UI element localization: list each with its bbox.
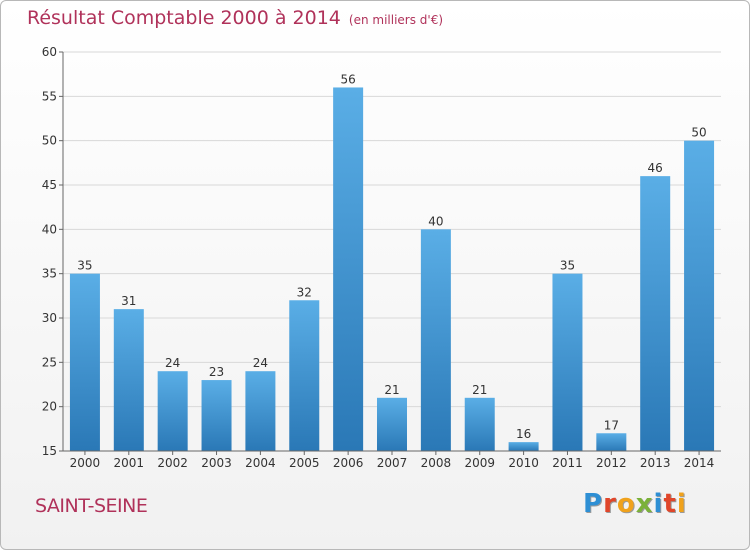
y-tick-label: 20 xyxy=(42,400,57,414)
y-tick-label: 15 xyxy=(42,444,57,458)
bar-2002 xyxy=(157,371,188,451)
chart-title: Résultat Comptable 2000 à 2014 (en millie… xyxy=(27,7,443,29)
bar-2008 xyxy=(420,229,451,451)
data-label-2011: 35 xyxy=(560,259,575,273)
proxiti-logo[interactable]: Proxiti xyxy=(583,489,687,519)
x-tick-label: 2006 xyxy=(333,456,364,470)
y-tick-label: 45 xyxy=(42,178,57,192)
y-tick-label: 40 xyxy=(42,222,57,236)
data-label-2012: 17 xyxy=(604,418,619,432)
bar-2003 xyxy=(201,380,232,451)
y-tick-label: 30 xyxy=(42,311,57,325)
data-label-2013: 46 xyxy=(648,161,663,175)
x-tick-label: 2009 xyxy=(464,456,495,470)
chart-unit: (en milliers d'€) xyxy=(348,13,444,27)
x-tick-label: 2000 xyxy=(70,456,101,470)
bar-2012 xyxy=(596,433,627,451)
bars: 35 31 24 23 24 32 56 21 40 21 16 35 17 46 50 xyxy=(69,72,715,451)
data-label-2009: 21 xyxy=(472,383,487,397)
data-label-2000: 35 xyxy=(77,259,92,273)
x-axis: 2000 2001 2002 2003 2004 2005 2006 2007 2008 2009… xyxy=(63,450,721,470)
logo-letter: r xyxy=(603,489,617,519)
bar-2009 xyxy=(464,397,495,451)
x-tick-label: 2014 xyxy=(684,456,715,470)
data-label-2007: 21 xyxy=(384,383,399,397)
x-tick-label: 2012 xyxy=(596,456,627,470)
bar-2014 xyxy=(684,140,715,451)
x-tick-label: 2004 xyxy=(245,456,276,470)
x-tick-label: 2010 xyxy=(508,456,539,470)
y-tick-label: 25 xyxy=(42,355,57,369)
data-label-2004: 24 xyxy=(253,356,268,370)
y-tick-label: 35 xyxy=(42,267,57,281)
chart-title-text: Résultat Comptable 2000 à 2014 xyxy=(27,7,341,29)
logo-letter: i xyxy=(653,489,664,519)
logo-letter: t xyxy=(663,489,677,519)
x-tick-label: 2007 xyxy=(377,456,408,470)
bar-2005 xyxy=(289,300,320,451)
bar-2006 xyxy=(333,87,364,451)
data-label-2001: 31 xyxy=(121,294,136,308)
x-tick-label: 2003 xyxy=(201,456,232,470)
y-tick-label: 50 xyxy=(42,134,57,148)
x-tick-label: 2011 xyxy=(552,456,583,470)
bar-2011 xyxy=(552,273,583,451)
x-tick-label: 2008 xyxy=(421,456,452,470)
x-tick-label: 2013 xyxy=(640,456,671,470)
bar-2013 xyxy=(640,176,671,451)
data-label-2014: 50 xyxy=(691,126,706,140)
logo-letter: P xyxy=(583,489,604,519)
bar-2000 xyxy=(69,273,100,451)
bar-2007 xyxy=(377,397,407,451)
logo-letter: o xyxy=(616,489,636,519)
y-tick-label: 55 xyxy=(42,89,57,103)
x-tick-label: 2001 xyxy=(114,456,145,470)
commune-name: SAINT-SEINE xyxy=(35,495,148,517)
data-label-2008: 40 xyxy=(428,214,443,228)
x-tick-label: 2005 xyxy=(289,456,320,470)
y-tick-label: 60 xyxy=(42,45,57,59)
logo-letter: x xyxy=(635,489,654,519)
data-label-2010: 16 xyxy=(516,427,531,441)
data-label-2003: 23 xyxy=(209,365,224,379)
bar-2004 xyxy=(245,371,276,451)
logo-letter: i xyxy=(676,489,687,519)
x-tick-label: 2002 xyxy=(157,456,188,470)
bar-2001 xyxy=(113,309,144,451)
data-label-2006: 56 xyxy=(340,72,355,86)
data-label-2005: 32 xyxy=(297,285,312,299)
bar-2010 xyxy=(508,442,539,451)
y-axis: 15 20 25 30 35 40 45 50 55 60 xyxy=(42,45,64,458)
data-label-2002: 24 xyxy=(165,356,180,370)
